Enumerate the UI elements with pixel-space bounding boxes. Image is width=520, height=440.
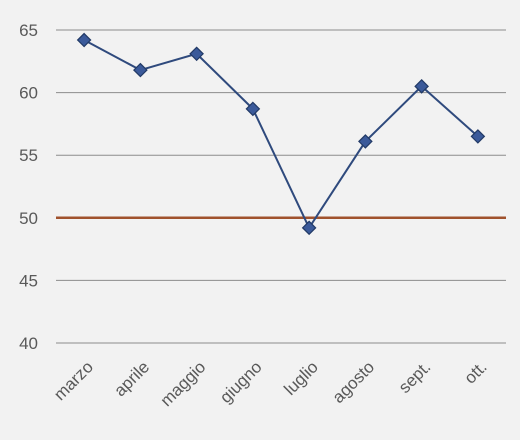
series-line xyxy=(83,39,479,230)
data-point-ott xyxy=(470,129,486,144)
x-category-label: giugno xyxy=(216,357,266,407)
data-point-sept xyxy=(414,78,429,94)
y-tick-label: 55 xyxy=(19,146,38,165)
y-tick-label: 60 xyxy=(19,84,38,103)
x-category-label: agosto xyxy=(329,357,379,407)
x-category-label: marzo xyxy=(50,357,97,404)
data-point-giugno xyxy=(245,101,261,117)
gridlines xyxy=(56,29,506,344)
x-axis-category-labels: marzo aprile maggio giugno luglio agosto sept.… xyxy=(50,357,491,410)
data-point-maggio xyxy=(189,46,204,62)
x-category-label: aprile xyxy=(110,357,153,400)
x-category-label: ott. xyxy=(461,357,491,387)
x-category-label: luglio xyxy=(280,357,322,399)
data-point-agosto xyxy=(358,134,373,149)
x-category-label: sept. xyxy=(395,357,434,396)
y-tick-label: 65 xyxy=(19,21,38,40)
y-tick-label: 40 xyxy=(19,334,38,353)
data-point-marzo xyxy=(76,32,92,48)
data-point-luglio xyxy=(301,220,317,236)
series-layer xyxy=(76,32,486,236)
data-point-aprile xyxy=(133,62,148,78)
y-tick-label: 45 xyxy=(19,271,38,290)
y-tick-label: 50 xyxy=(19,209,38,228)
y-axis-tick-labels: 40 45 50 55 60 65 xyxy=(19,21,38,353)
x-category-label: maggio xyxy=(157,357,210,410)
